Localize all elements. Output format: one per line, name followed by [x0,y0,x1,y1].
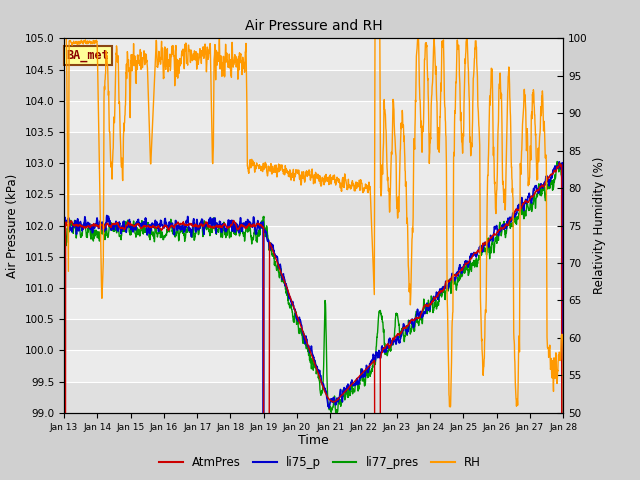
Bar [64,132,563,163]
Bar [64,70,563,101]
Bar [64,194,563,226]
Bar [64,101,563,132]
Y-axis label: Relativity Humidity (%): Relativity Humidity (%) [593,157,606,294]
Text: BA_met: BA_met [67,49,109,62]
Bar [64,288,563,319]
Bar [64,319,563,350]
Bar [64,382,563,413]
Bar [64,163,563,194]
Title: Air Pressure and RH: Air Pressure and RH [244,19,383,33]
Bar [64,257,563,288]
Y-axis label: Air Pressure (kPa): Air Pressure (kPa) [6,173,19,278]
Bar [64,38,563,70]
Legend: AtmPres, li75_p, li77_pres, RH: AtmPres, li75_p, li77_pres, RH [154,451,486,474]
Bar [64,350,563,382]
X-axis label: Time: Time [298,434,329,447]
Bar [64,226,563,257]
